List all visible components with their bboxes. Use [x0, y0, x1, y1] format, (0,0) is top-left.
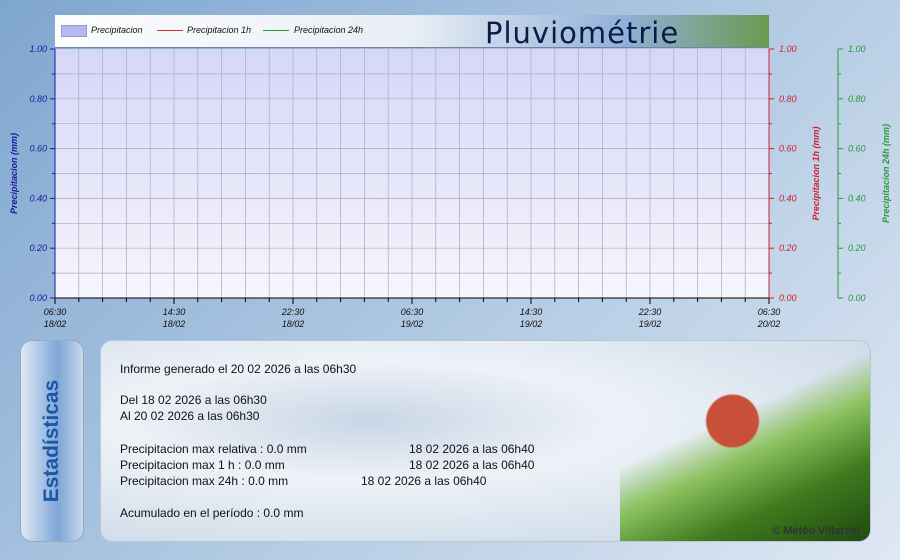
y-tick-label: 0.80: [848, 94, 866, 104]
y-tick-label: 1.00: [848, 44, 866, 54]
y-tick-label: 1.00: [29, 44, 47, 54]
x-tick-date: 19/02: [520, 319, 543, 329]
copyright: © Météo Villarzel: [772, 525, 860, 537]
y-tick-label: 0.00: [848, 293, 866, 303]
page-title: Pluviométrie: [485, 16, 680, 50]
y-tick-label: 0.60: [848, 144, 866, 154]
stats-max-1h-date: 18 02 2026 a las 06h40: [409, 458, 535, 472]
y-axis-label: Precipitacion (mm): [9, 133, 19, 214]
y-tick-label: 0.80: [779, 94, 797, 104]
precipitation-chart: 06:30 18/02 14:30 18/02 22:30 18/02 06:30 19/02…: [9, 44, 891, 329]
legend-swatch-precipitacion: [61, 25, 87, 37]
y-tick-label: 0.00: [29, 293, 47, 303]
stats-from: Del 18 02 2026 a las 06h30: [120, 393, 267, 407]
ladybug-image: [620, 341, 870, 541]
stats-to: Al 20 02 2026 a las 06h30: [120, 409, 260, 423]
legend-line-1h: [157, 30, 183, 31]
y-tick-label: 0.60: [29, 144, 47, 154]
x-tick-time: 22:30: [281, 307, 305, 317]
stats-max-rel: Precipitacion max relativa : 0.0 mm: [120, 442, 307, 456]
y-tick-label: 0.20: [848, 243, 866, 253]
y-tick-label: 0.40: [848, 193, 866, 203]
x-tick-date: 19/02: [401, 319, 424, 329]
y-tick-label: 0.60: [779, 144, 797, 154]
chart-header: Precipitacion Precipitacion 1h Precipita…: [55, 15, 769, 50]
stats-tab-label: Estadísticas: [40, 379, 63, 503]
y-tick-label: 0.40: [29, 193, 47, 203]
stats-tab: Estadísticas: [20, 340, 84, 542]
stats-max-24h-date: 18 02 2026 a las 06h40: [361, 474, 487, 488]
stats-panel: Informe generado el 20 02 2026 a las 06h…: [100, 340, 871, 542]
stats-max-1h: Precipitacion max 1 h : 0.0 mm: [120, 458, 285, 472]
y-tick-label: 1.00: [779, 44, 797, 54]
legend-precipitacion-24h: Precipitacion 24h: [294, 25, 364, 35]
x-tick-date: 18/02: [282, 319, 305, 329]
stats-max-24h: Precipitacion max 24h : 0.0 mm: [120, 474, 289, 488]
y-axis-label: Precipitacion 24h (mm): [881, 124, 891, 223]
legend-line-24h: [263, 30, 289, 31]
x-tick-time: 06:30: [44, 307, 67, 317]
x-tick-time: 14:30: [163, 307, 186, 317]
x-tick-time: 06:30: [758, 307, 781, 317]
x-tick-time: 14:30: [520, 307, 543, 317]
x-tick-date: 20/02: [757, 319, 781, 329]
x-tick-date: 18/02: [44, 319, 67, 329]
y-tick-label: 0.80: [29, 94, 47, 104]
stats-accum: Acumulado en el período : 0.0 mm: [120, 506, 304, 520]
legend-precipitacion-1h: Precipitacion 1h: [187, 25, 252, 35]
y-axis-label: Precipitacion 1h (mm): [811, 126, 821, 220]
x-tick-date: 19/02: [639, 319, 662, 329]
y-tick-label: 0.20: [779, 243, 797, 253]
x-tick-time: 22:30: [638, 307, 662, 317]
x-tick-date: 18/02: [163, 319, 186, 329]
y-tick-label: 0.40: [779, 193, 797, 203]
y-tick-label: 0.00: [779, 293, 797, 303]
x-tick-time: 06:30: [401, 307, 424, 317]
legend-precipitacion: Precipitacion: [91, 25, 143, 35]
y-tick-label: 0.20: [29, 243, 47, 253]
stats-generated: Informe generado el 20 02 2026 a las 06h…: [120, 362, 357, 376]
stats-max-rel-date: 18 02 2026 a las 06h40: [409, 442, 535, 456]
